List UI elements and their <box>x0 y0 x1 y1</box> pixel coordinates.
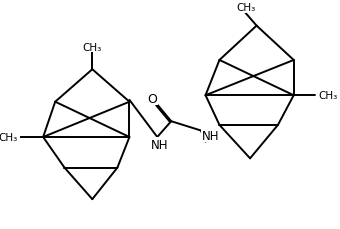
Text: O: O <box>148 92 157 105</box>
Text: CH₃: CH₃ <box>237 3 256 13</box>
Text: NH: NH <box>150 138 168 151</box>
Text: CH₃: CH₃ <box>0 132 18 142</box>
Text: CH₃: CH₃ <box>83 43 102 53</box>
Text: NH: NH <box>201 129 219 142</box>
Text: CH₃: CH₃ <box>319 91 338 101</box>
